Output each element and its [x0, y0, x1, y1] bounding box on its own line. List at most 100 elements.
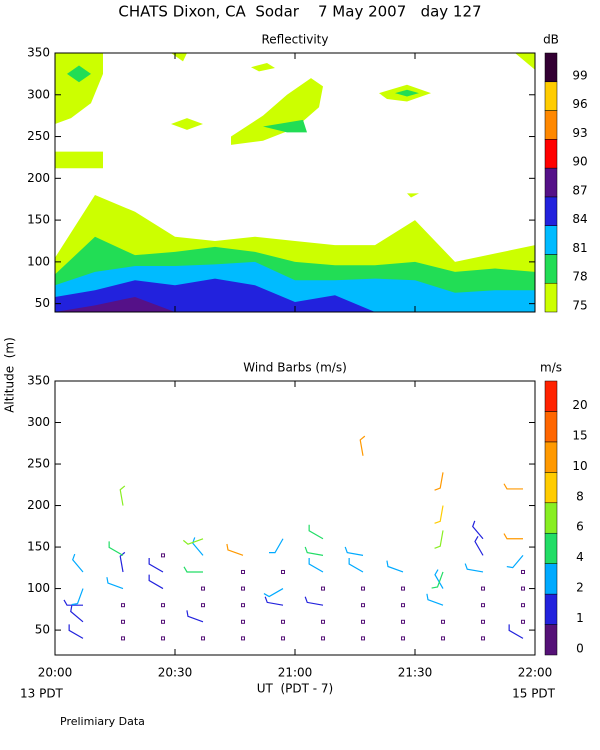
wind-barb: [269, 538, 284, 554]
y-tick-label: 200: [27, 171, 50, 185]
calm-marker: [441, 619, 445, 624]
y-axis-label: Altitude (m): [3, 337, 17, 413]
calm-marker: [201, 603, 205, 608]
x-tick-label: 20:30: [158, 666, 193, 680]
calm-marker: [121, 636, 125, 641]
colorbar-tick-label: 15: [572, 428, 587, 442]
calm-marker: [201, 586, 205, 591]
wind-barb: [472, 520, 484, 540]
colorbar-box: [544, 502, 558, 534]
y-tick-label: 150: [27, 540, 50, 554]
colorbar-box: [544, 196, 558, 226]
wind-barb: [108, 541, 124, 556]
colorbar-tick-label: 4: [576, 550, 584, 564]
wind-barb: [70, 605, 84, 623]
colorbar-tick-label: 6: [576, 520, 584, 534]
colorbar-box: [544, 110, 558, 140]
calm-marker: [161, 636, 165, 641]
x-axis-label: UT (PDT - 7): [257, 682, 334, 696]
calm-marker: [121, 603, 125, 608]
colorbar-label: dB: [543, 33, 559, 47]
x-tick-label: 20:00: [38, 666, 73, 680]
calm-marker: [481, 586, 485, 591]
colorbar-box: [544, 139, 558, 169]
calm-marker: [401, 603, 405, 608]
wind-barb: [71, 588, 84, 606]
calm-marker: [521, 619, 525, 624]
wind-barb: [386, 560, 404, 573]
colorbar-tick-label: 10: [572, 459, 587, 473]
contour-band: [55, 296, 535, 312]
wind-barb: [106, 577, 124, 590]
colorbar-tick-label: 0: [576, 642, 584, 656]
calm-marker: [481, 636, 485, 641]
y-tick-label: 100: [27, 581, 50, 595]
wind-barb: [474, 536, 484, 556]
colorbar-tick-label: 78: [572, 270, 587, 284]
colorbar-tick-label: 99: [572, 68, 587, 82]
calm-marker: [521, 569, 525, 574]
calm-marker: [441, 636, 445, 641]
wind-barb: [503, 533, 523, 540]
wind-barb: [263, 588, 284, 598]
y-tick-label: 300: [27, 87, 50, 101]
wind-barb: [434, 472, 444, 491]
calm-marker: [321, 636, 325, 641]
contour-patch: [55, 151, 103, 169]
colorbar-box: [544, 532, 558, 564]
contour-patch: [251, 63, 275, 72]
y-tick-label: 300: [27, 415, 50, 429]
colorbar-box: [544, 472, 558, 504]
y-tick-label: 100: [27, 254, 50, 268]
y-tick-label: 200: [27, 498, 50, 512]
colorbar-tick-label: 84: [572, 212, 587, 226]
contour-patch: [395, 89, 419, 97]
wind-barb: [434, 569, 444, 589]
colorbar-box: [544, 593, 558, 625]
contour-band: [55, 278, 535, 312]
wind-barb: [182, 538, 204, 545]
calm-marker: [241, 619, 245, 624]
wind-barb: [72, 553, 84, 573]
contour-patch: [515, 53, 535, 70]
calm-marker: [281, 619, 285, 624]
wind-barb: [359, 435, 366, 456]
colorbar-box: [544, 282, 558, 313]
calm-marker: [521, 586, 525, 591]
wind-barb: [508, 624, 524, 639]
wind-barb: [308, 524, 324, 540]
colorbar-tick-label: 20: [572, 398, 587, 412]
colorbar-tick-label: 8: [576, 489, 584, 503]
y-tick-label: 50: [35, 296, 50, 310]
calm-marker: [121, 619, 125, 624]
calm-marker: [161, 603, 165, 608]
y-tick-label: 250: [27, 457, 50, 471]
wind-barb: [148, 574, 164, 590]
x-tick-label: 21:00: [278, 666, 313, 680]
calm-marker: [401, 586, 405, 591]
y-tick-label: 350: [27, 46, 50, 60]
contour-patch: [67, 65, 91, 83]
calm-marker: [521, 603, 525, 608]
calm-marker: [481, 603, 485, 608]
calm-marker: [481, 619, 485, 624]
calm-marker: [321, 586, 325, 591]
panel-title: Wind Barbs (m/s): [243, 361, 347, 375]
y-tick-label: 150: [27, 213, 50, 227]
wind-barb: [304, 596, 324, 606]
start-label: 13 PDT: [20, 687, 64, 701]
end-label: 15 PDT: [512, 687, 556, 701]
calm-marker: [361, 586, 365, 591]
y-tick-label: 250: [27, 129, 50, 143]
calm-marker: [361, 603, 365, 608]
wind-barb: [434, 505, 444, 524]
wind-barb: [426, 593, 444, 606]
wind-barb: [304, 546, 324, 556]
note: Prelimiary Data: [60, 715, 145, 728]
calm-marker: [281, 569, 285, 574]
wind-barb: [431, 571, 444, 589]
wind-barb: [506, 554, 524, 569]
colorbar-box: [544, 624, 558, 656]
calm-marker: [161, 619, 165, 624]
contour-patch: [407, 193, 419, 198]
